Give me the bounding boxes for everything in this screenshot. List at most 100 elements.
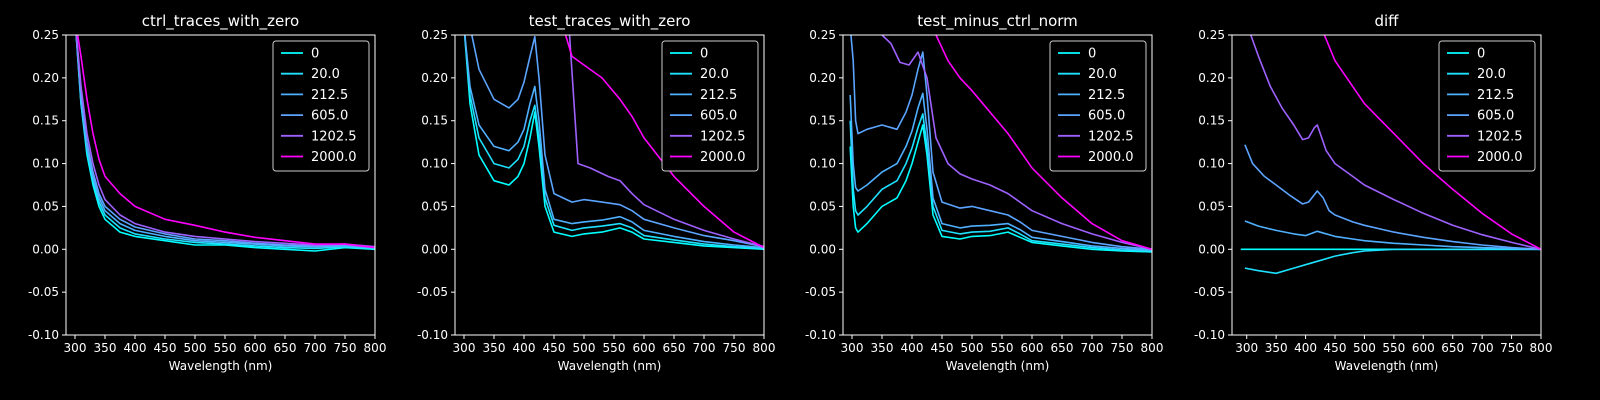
series-line-1202.5 bbox=[1250, 35, 1541, 251]
series-line-2000.0 bbox=[1323, 35, 1541, 251]
x-tick-label: 350 bbox=[483, 341, 506, 355]
x-tick-label: 800 bbox=[364, 341, 387, 355]
y-tick-label: 0.10 bbox=[32, 157, 59, 171]
x-tick-label: 600 bbox=[1412, 341, 1435, 355]
y-tick-label: 0.20 bbox=[1198, 71, 1225, 85]
series-line-212.5 bbox=[75, 35, 375, 249]
x-tick-label: 700 bbox=[693, 341, 716, 355]
legend-label: 212.5 bbox=[1088, 88, 1125, 103]
y-tick-label: 0.20 bbox=[809, 71, 836, 85]
x-tick-label: 600 bbox=[244, 341, 267, 355]
legend-label: 212.5 bbox=[1477, 88, 1514, 103]
chart-panel-2: test_traces_with_zero 300 350 400 450 500 550 6… bbox=[417, 12, 776, 373]
x-tick-label: 500 bbox=[1353, 341, 1376, 355]
y-tick-label: 0.00 bbox=[809, 242, 836, 256]
y-tick-label: -0.05 bbox=[28, 285, 59, 299]
x-tick-label: 800 bbox=[753, 341, 776, 355]
y-tick-label: 0.00 bbox=[1198, 242, 1225, 256]
x-tick-label: 500 bbox=[573, 341, 596, 355]
legend-label: 2000.0 bbox=[700, 150, 746, 165]
series-line-0 bbox=[849, 124, 1152, 253]
y-tick-label: 0.05 bbox=[421, 199, 448, 213]
y-tick-label: 0.15 bbox=[32, 114, 59, 128]
legend-label: 0 bbox=[311, 47, 319, 62]
chart-panel-1: ctrl_traces_with_zero 300 350 400 450 500 550 6… bbox=[28, 12, 387, 373]
x-tick-label: 550 bbox=[214, 341, 237, 355]
x-tick-label: 650 bbox=[274, 341, 297, 355]
legend-label: 0 bbox=[1477, 47, 1485, 62]
plot-frame bbox=[842, 34, 1153, 336]
y-tick-label: 0.05 bbox=[1198, 199, 1225, 213]
legend: 0 20.0 212.5 605.0 1202.5 2000.0 bbox=[661, 40, 759, 172]
series-line-212.5 bbox=[849, 92, 1152, 251]
x-tick-label: 750 bbox=[1111, 341, 1134, 355]
x-tick-label: 300 bbox=[1235, 341, 1258, 355]
legend-label: 1202.5 bbox=[1477, 129, 1523, 144]
chart-title: test_traces_with_zero bbox=[529, 12, 691, 31]
x-tick-label: 750 bbox=[723, 341, 746, 355]
y-tick-label: 0.00 bbox=[421, 242, 448, 256]
series-line-0 bbox=[463, 35, 764, 251]
x-axis-label: Wavelength (nm) bbox=[169, 359, 273, 373]
y-tick-label: -0.05 bbox=[1194, 285, 1225, 299]
y-tick-label: 0.20 bbox=[32, 71, 59, 85]
x-tick-label: 550 bbox=[991, 341, 1014, 355]
y-tick-label: 0.20 bbox=[421, 71, 448, 85]
legend-label: 0 bbox=[700, 47, 708, 62]
chart-title: test_minus_ctrl_norm bbox=[917, 12, 1078, 31]
legend-label: 2000.0 bbox=[311, 150, 357, 165]
x-tick-label: 450 bbox=[543, 341, 566, 355]
x-tick-label: 300 bbox=[64, 341, 87, 355]
legend-label: 20.0 bbox=[1477, 67, 1506, 82]
series-group bbox=[1240, 35, 1541, 275]
x-tick-label: 350 bbox=[94, 341, 117, 355]
legend-label: 212.5 bbox=[311, 88, 348, 103]
legend-label: 20.0 bbox=[311, 67, 340, 82]
x-tick-label: 550 bbox=[603, 341, 626, 355]
x-tick-label: 300 bbox=[841, 341, 864, 355]
y-tick-label: -0.10 bbox=[805, 328, 836, 342]
x-tick-label: 600 bbox=[1021, 341, 1044, 355]
legend-label: 2000.0 bbox=[1088, 150, 1134, 165]
x-tick-label: 700 bbox=[304, 341, 327, 355]
legend-label: 1202.5 bbox=[311, 129, 357, 144]
x-tick-label: 400 bbox=[1294, 341, 1317, 355]
series-line-1202.5 bbox=[75, 35, 375, 248]
chart-panel-4: diff 300 350 400 450 500 550 600 650 700 750 800 -0.… bbox=[1194, 12, 1553, 373]
legend-label: 2000.0 bbox=[1477, 150, 1523, 165]
x-tick-label: 800 bbox=[1530, 341, 1553, 355]
legend: 0 20.0 212.5 605.0 1202.5 2000.0 bbox=[1438, 40, 1536, 172]
legend-label: 0 bbox=[1088, 47, 1096, 62]
legend-label: 605.0 bbox=[311, 109, 348, 124]
y-tick-label: 0.15 bbox=[421, 114, 448, 128]
series-line-605.0 bbox=[470, 35, 764, 248]
y-tick-label: -0.05 bbox=[805, 285, 836, 299]
series-line-20.0 bbox=[849, 113, 1152, 252]
x-tick-label: 350 bbox=[1265, 341, 1288, 355]
x-tick-label: 550 bbox=[1382, 341, 1405, 355]
chart-panel-3: test_minus_ctrl_norm 300 350 400 450 500 550 60… bbox=[805, 12, 1164, 373]
y-tick-label: -0.10 bbox=[28, 328, 59, 342]
y-tick-label: 0.05 bbox=[32, 199, 59, 213]
legend-label: 20.0 bbox=[1088, 67, 1117, 82]
plot-frame bbox=[454, 34, 765, 336]
x-tick-label: 750 bbox=[334, 341, 357, 355]
legend-label: 605.0 bbox=[1088, 109, 1125, 124]
x-tick-label: 300 bbox=[453, 341, 476, 355]
y-tick-label: -0.10 bbox=[417, 328, 448, 342]
y-tick-label: 0.00 bbox=[32, 242, 59, 256]
x-tick-label: 500 bbox=[184, 341, 207, 355]
series-group bbox=[75, 35, 375, 252]
plot-frame bbox=[65, 34, 376, 336]
x-tick-label: 700 bbox=[1081, 341, 1104, 355]
y-tick-label: -0.10 bbox=[1194, 328, 1225, 342]
x-tick-label: 400 bbox=[901, 341, 924, 355]
y-tick-label: 0.15 bbox=[809, 114, 836, 128]
chart-title: ctrl_traces_with_zero bbox=[142, 12, 299, 31]
series-line-2000.0 bbox=[564, 35, 764, 249]
y-tick-label: 0.10 bbox=[809, 157, 836, 171]
y-tick-label: 0.05 bbox=[809, 199, 836, 213]
x-tick-label: 400 bbox=[124, 341, 147, 355]
